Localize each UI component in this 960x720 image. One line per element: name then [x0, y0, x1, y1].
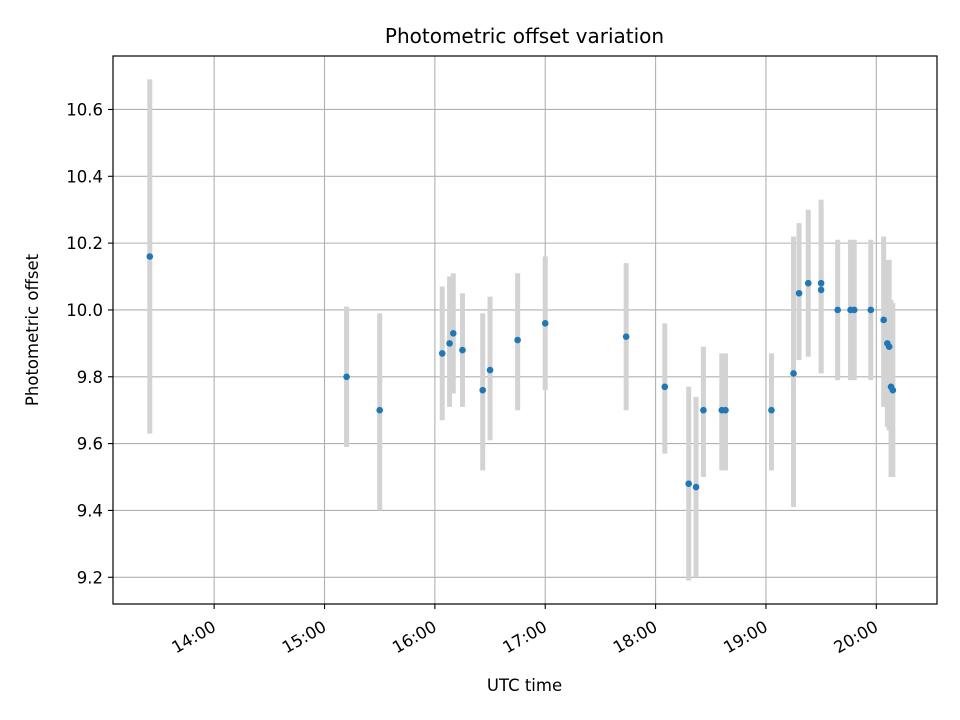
data-point	[885, 343, 893, 351]
data-point	[376, 406, 383, 414]
data-point	[486, 366, 494, 374]
data-point	[459, 346, 466, 354]
x-tick-label: 18:00	[610, 617, 661, 657]
data-point	[692, 483, 700, 491]
data-point	[867, 306, 875, 314]
data-point	[850, 306, 858, 314]
data-point	[817, 279, 825, 287]
data-point	[790, 370, 797, 377]
x-tick-label: 15:00	[279, 617, 330, 657]
data-point	[438, 350, 446, 357]
x-axis-label: UTC time	[487, 676, 562, 695]
data-point	[622, 333, 630, 340]
grid	[113, 56, 937, 604]
x-axis-ticks: 14:00 15:00 16:00 17:00 18:00 19:00 20:00	[168, 604, 881, 657]
data-point	[685, 480, 692, 488]
y-tick-label: 10.6	[66, 100, 103, 119]
data-point	[446, 340, 453, 347]
data-point	[880, 316, 887, 324]
y-tick-label: 9.6	[77, 435, 103, 454]
data-point	[661, 383, 669, 391]
data-point	[889, 386, 897, 394]
y-axis-ticks: 9.2 9.4 9.6 9.8 10.0 10.2 10.4 10.6	[66, 100, 113, 587]
data-point	[834, 306, 841, 314]
y-axis-label: Photometric offset	[23, 253, 42, 406]
y-tick-label: 9.4	[77, 501, 103, 520]
y-tick-label: 10.4	[66, 167, 103, 186]
data-point	[343, 373, 350, 381]
data-point	[768, 406, 775, 414]
data-point	[479, 386, 486, 394]
chart-title: Photometric offset variation	[385, 24, 664, 48]
x-tick-label: 17:00	[500, 617, 551, 657]
data-point	[722, 406, 729, 414]
data-point	[700, 406, 707, 414]
data-point	[795, 289, 803, 297]
data-point	[449, 330, 457, 337]
y-tick-label: 10.0	[66, 301, 103, 320]
x-tick-label: 14:00	[168, 617, 219, 657]
data-points	[146, 253, 897, 491]
error-bars	[147, 79, 896, 581]
y-tick-label: 9.8	[77, 368, 103, 387]
x-tick-label: 20:00	[831, 617, 882, 657]
data-point	[817, 286, 825, 294]
data-point	[146, 253, 154, 260]
plot-frame	[112, 55, 938, 605]
y-tick-label: 10.2	[66, 234, 103, 253]
data-point	[804, 279, 812, 287]
data-point	[541, 320, 549, 327]
data-point	[514, 336, 521, 344]
y-tick-label: 9.2	[77, 568, 103, 587]
x-tick-label: 19:00	[720, 617, 771, 657]
x-tick-label: 16:00	[389, 617, 440, 657]
